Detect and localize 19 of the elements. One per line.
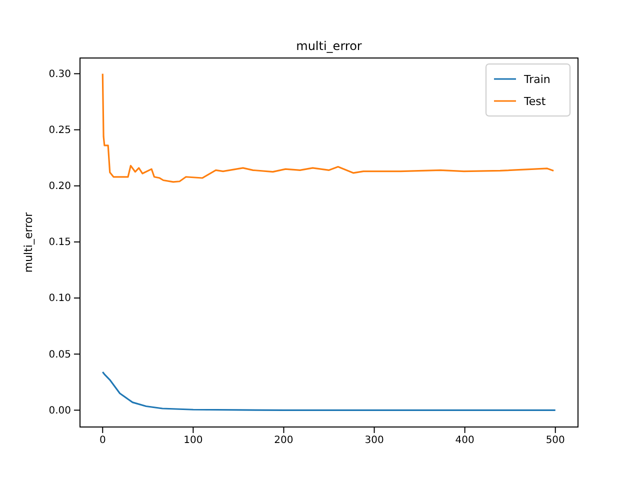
line-series — [102, 371, 556, 411]
y-tick-label: 0.30 — [48, 68, 71, 80]
legend-label: Train — [523, 73, 550, 86]
y-tick-label: 0.15 — [48, 237, 71, 248]
chart-title: multi_error — [296, 39, 362, 53]
x-tick-label: 400 — [455, 435, 474, 446]
y-tick-label: 0.00 — [48, 405, 71, 416]
y-axis-title: multi_error — [22, 212, 35, 273]
y-tick-label: 0.05 — [48, 349, 71, 360]
y-tick-label: 0.20 — [48, 181, 71, 192]
x-tick-label: 0 — [99, 435, 106, 446]
legend-label: Test — [523, 95, 546, 108]
line-series — [102, 72, 554, 183]
x-tick-label: 200 — [274, 435, 294, 446]
y-tick-label: 0.10 — [48, 293, 71, 304]
x-tick-label: 100 — [184, 435, 203, 446]
x-tick-label: 500 — [546, 435, 565, 446]
y-tick-label: 0.25 — [48, 124, 71, 136]
x-tick-label: 300 — [364, 435, 384, 446]
